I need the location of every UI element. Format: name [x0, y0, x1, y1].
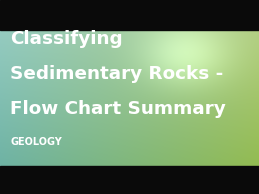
Text: Classifying: Classifying — [10, 30, 123, 48]
Text: Sedimentary Rocks -: Sedimentary Rocks - — [10, 65, 224, 83]
Bar — [0, 166, 259, 194]
Text: Flow Chart Summary: Flow Chart Summary — [10, 100, 226, 118]
Bar — [0, 0, 259, 30]
Text: GEOLOGY: GEOLOGY — [10, 137, 62, 147]
